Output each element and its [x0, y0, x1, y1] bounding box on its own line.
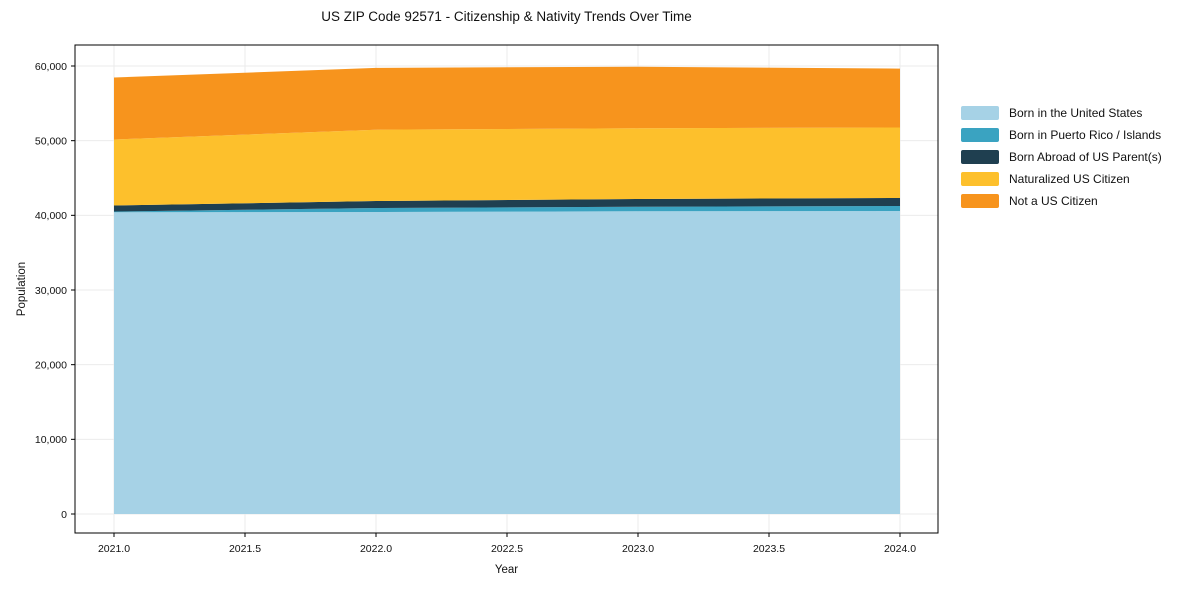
- legend-swatch-born-abroad: [961, 150, 999, 164]
- y-tick-label: 30,000: [35, 285, 67, 297]
- axis-ticks: [71, 65, 901, 537]
- legend-label: Not a US Citizen: [1009, 194, 1098, 208]
- y-tick-label: 10,000: [35, 434, 67, 446]
- legend-label: Born Abroad of US Parent(s): [1009, 150, 1162, 164]
- legend: Born in the United States Born in Puerto…: [961, 106, 1162, 208]
- legend-item: Born Abroad of US Parent(s): [961, 150, 1162, 164]
- y-axis-label: Population: [16, 261, 28, 317]
- y-tick-label: 40,000: [35, 210, 67, 222]
- chart-title: US ZIP Code 92571 - Citizenship & Nativi…: [321, 9, 692, 24]
- x-tick-label: 2022.0: [360, 543, 392, 555]
- axis-tick-labels: 2021.0 2021.5 2022.0 2022.5 2023.0 2023.5 2024…: [35, 61, 916, 555]
- x-tick-label: 2024.0: [884, 543, 916, 555]
- legend-item: Born in Puerto Rico / Islands: [961, 128, 1162, 142]
- legend-label: Born in Puerto Rico / Islands: [1009, 128, 1162, 142]
- y-tick-label: 20,000: [35, 359, 67, 371]
- x-tick-label: 2021.0: [98, 543, 130, 555]
- x-axis-label: Year: [494, 564, 519, 576]
- y-tick-label: 0: [61, 509, 67, 521]
- legend-swatch-naturalized: [961, 172, 999, 186]
- legend-item: Naturalized US Citizen: [961, 172, 1162, 186]
- legend-swatch-not-citizen: [961, 194, 999, 208]
- area-naturalized-us-citizen: [114, 127, 900, 206]
- x-tick-label: 2021.5: [229, 543, 261, 555]
- legend-label: Born in the United States: [1009, 106, 1143, 120]
- area-series-group: [114, 66, 900, 514]
- area-born-in-puerto-rico-islands: [114, 206, 900, 213]
- x-tick-label: 2023.5: [753, 543, 785, 555]
- x-tick-label: 2023.0: [622, 543, 654, 555]
- legend-swatch-born-us: [961, 106, 999, 120]
- legend-item: Born in the United States: [961, 106, 1162, 120]
- legend-swatch-puerto-rico: [961, 128, 999, 142]
- area-born-abroad-of-us-parent-s: [114, 198, 900, 212]
- legend-item: Not a US Citizen: [961, 194, 1162, 208]
- y-tick-label: 50,000: [35, 135, 67, 147]
- y-tick-label: 60,000: [35, 61, 67, 73]
- legend-label: Naturalized US Citizen: [1009, 172, 1130, 186]
- area-born-in-the-united-states: [114, 211, 900, 514]
- x-tick-label: 2022.5: [491, 543, 523, 555]
- area-not-a-us-citizen: [114, 66, 900, 140]
